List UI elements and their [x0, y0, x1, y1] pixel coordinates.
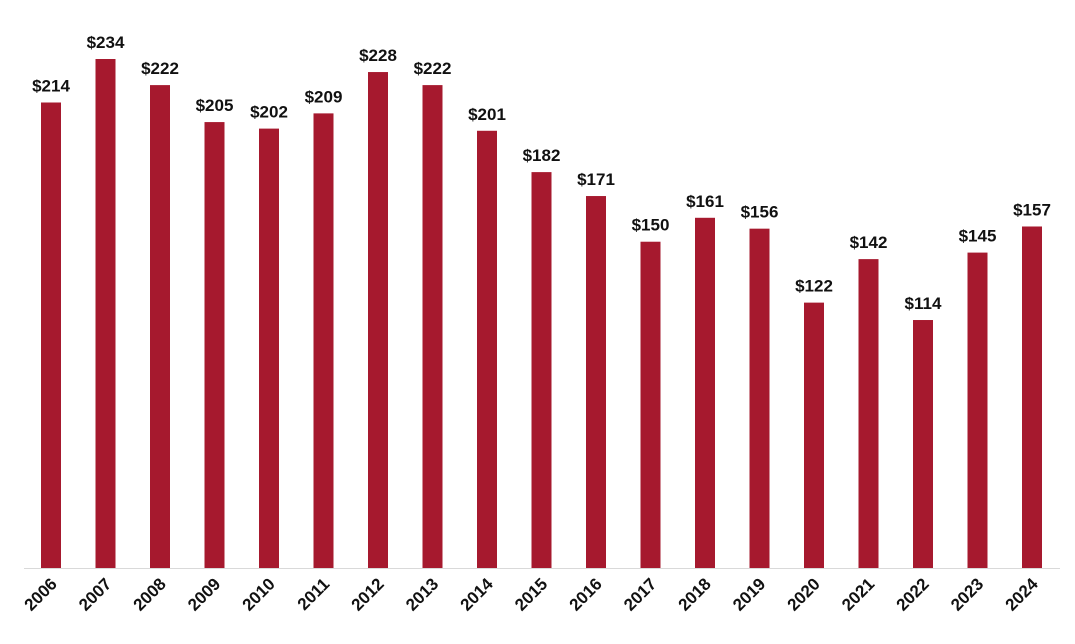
bar-2016 — [586, 196, 606, 569]
data-label-2011: $209 — [305, 87, 343, 106]
bar-2019 — [749, 228, 770, 568]
bar-2009 — [204, 122, 225, 568]
data-label-2010: $202 — [250, 103, 288, 122]
x-tick-label-2011: 2011 — [294, 574, 334, 614]
data-label-2022: $114 — [905, 294, 942, 313]
data-labels-group: $214 $234 $222 $205 $202 $209 $228 $222 $201 $182… — [32, 33, 1051, 313]
data-label-2018: $161 — [686, 192, 724, 211]
bar-2024 — [1022, 226, 1042, 568]
x-tick-label-2020: 2020 — [784, 574, 824, 614]
x-tick-label-2009: 2009 — [184, 574, 224, 614]
data-label-2015: $182 — [523, 146, 561, 165]
data-label-2009: $205 — [196, 96, 234, 115]
bar-2014 — [477, 130, 497, 569]
x-tick-label-2023: 2023 — [947, 574, 987, 614]
data-label-2014: $201 — [468, 105, 506, 124]
x-tick-label-2019: 2019 — [729, 574, 769, 614]
data-label-2013: $222 — [414, 59, 452, 78]
data-label-2007: $234 — [87, 33, 125, 52]
data-label-2020: $122 — [795, 277, 833, 296]
x-tick-label-2010: 2010 — [239, 574, 279, 614]
bar-2018 — [695, 217, 715, 569]
bar-2013 — [422, 85, 443, 568]
x-tick-labels-group: 2006 2007 2008 2009 2010 2011 2012 2013 2014 2015… — [21, 574, 1043, 615]
x-tick-label-2021: 2021 — [838, 574, 878, 614]
x-tick-label-2022: 2022 — [893, 574, 933, 614]
data-label-2017: $150 — [632, 216, 670, 235]
x-tick-label-2008: 2008 — [130, 574, 170, 614]
x-tick-label-2014: 2014 — [457, 574, 498, 615]
data-label-2006: $214 — [32, 77, 70, 96]
bar-2015 — [531, 172, 552, 568]
data-label-2008: $222 — [141, 59, 179, 78]
data-label-2019: $156 — [741, 203, 779, 222]
x-tick-label-2017: 2017 — [620, 574, 660, 614]
bar-2010 — [259, 128, 279, 568]
bar-2021 — [858, 259, 879, 568]
bar-2008 — [150, 85, 170, 568]
x-tick-label-2018: 2018 — [675, 574, 715, 614]
bar-2017 — [640, 241, 661, 568]
data-label-2012: $228 — [359, 46, 397, 65]
bar-2022 — [913, 320, 933, 568]
x-tick-label-2015: 2015 — [511, 574, 551, 614]
bar-2023 — [967, 252, 988, 569]
data-label-2024: $157 — [1013, 200, 1051, 219]
data-label-2016: $171 — [577, 170, 615, 189]
x-tick-label-2016: 2016 — [566, 574, 606, 614]
x-tick-label-2006: 2006 — [21, 574, 61, 614]
x-tick-label-2024: 2024 — [1002, 574, 1043, 615]
x-tick-label-2013: 2013 — [402, 574, 442, 614]
data-label-2023: $145 — [959, 227, 997, 246]
bars-group — [41, 59, 1042, 569]
data-label-2021: $142 — [850, 233, 888, 252]
x-tick-label-2007: 2007 — [75, 574, 115, 614]
bar-2007 — [95, 59, 116, 568]
x-tick-label-2012: 2012 — [348, 574, 388, 614]
bar-2020 — [804, 302, 824, 568]
bar-2012 — [368, 72, 388, 569]
bar-2006 — [41, 102, 61, 568]
bar-2011 — [313, 113, 334, 568]
